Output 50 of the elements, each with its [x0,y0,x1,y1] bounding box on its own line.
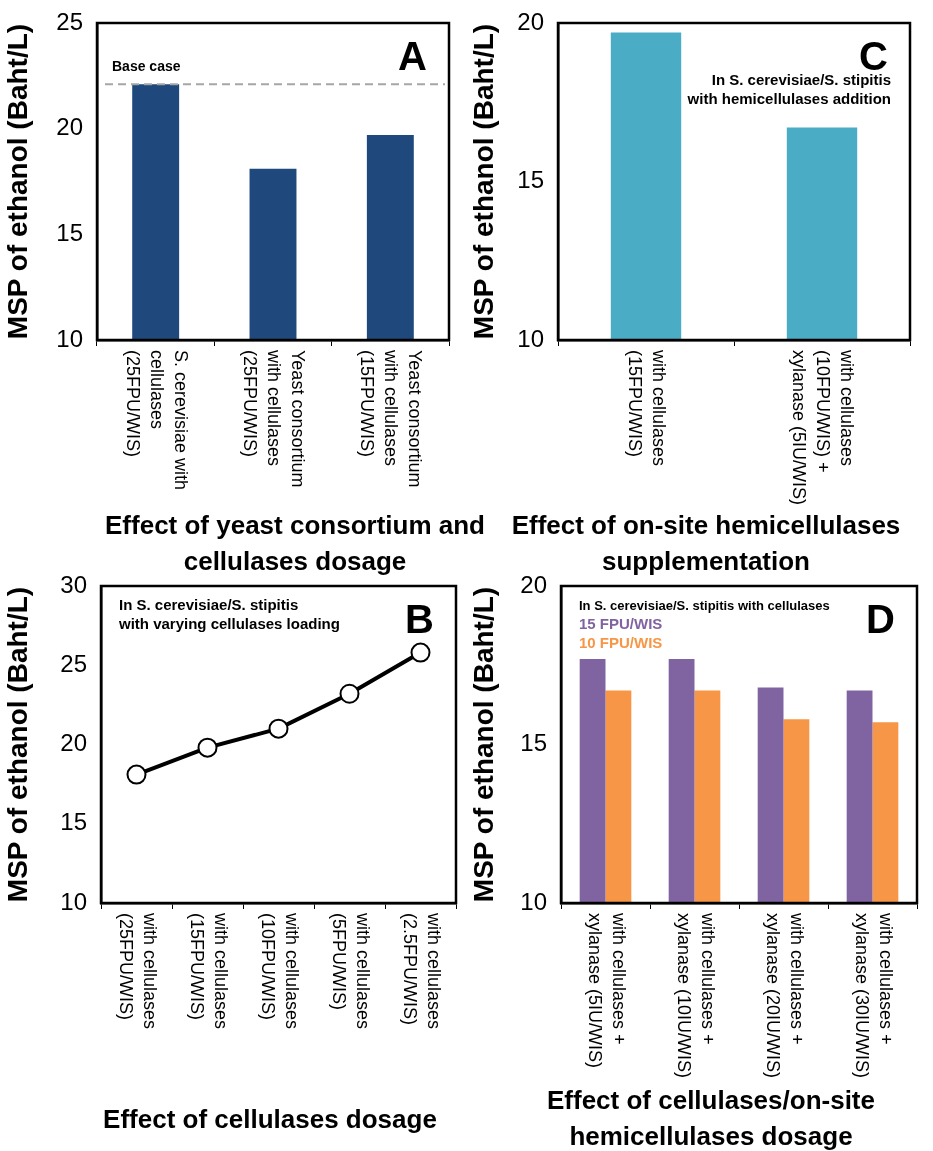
point [197,737,218,758]
y-axis-title: MSP of ethanol (Baht/L) [1,586,33,903]
y-tick-label: 15 [520,729,547,757]
y-tick-label: 30 [60,570,87,598]
y-tick-label: 25 [56,7,83,35]
y-axis-title: MSP of ethanol (Baht/L) [467,586,499,903]
y-tick-label: 10 [56,324,83,352]
y-tick-label: 10 [517,324,544,352]
annotation: B [405,597,434,642]
y-tick-label: 10 [60,887,87,915]
y-tick-label: 20 [517,7,544,35]
annotation: D [866,597,895,642]
point [410,642,431,663]
y-tick-label: 25 [60,649,87,677]
x-tick-label: with cellulases (10FPU/WIS) + xylanase (5IU/WIS) [789,349,858,506]
x-tick-label: with cellulases (2.5FPU/WIS) [399,912,444,1030]
x-tick-label: with cellulases + xylanase (10IU/WIS) [673,912,718,1079]
x-tick-label: with cellulases (5FPU/WIS) [328,912,373,1030]
annotation: with hemicellulases addition [686,90,891,108]
y-tick-label: 15 [60,808,87,836]
x-tick-label: with cellulases + xylanase (30IU/WIS) [851,912,896,1079]
y-tick-label: 20 [56,113,83,141]
point [268,718,289,739]
x-tick-label: with cellulases (25FPU/WIS) [115,912,160,1030]
text: 10 FPU/WIS [579,634,663,652]
annotation: with varying cellulases loading [118,615,340,633]
point [126,764,147,785]
x-tick-label: with cellulases (15FPU/WIS) [186,912,231,1030]
annotation: In S. cerevisiae/S. stipitis [119,596,299,614]
x-tick-label: Yeast consortium with cellulases (15FPU/WIS) [357,349,426,488]
x-axis-title: Effect of yeast consortium and cellulases dosage [105,510,485,576]
x-tick-label: Yeast consortium with cellulases (25FPU/WIS) [240,349,309,488]
point [339,683,360,704]
annotation: In S. cerevisiae/S. stipitis with cellulases [579,597,830,613]
y-tick-label: 10 [520,887,547,915]
x-tick-label: with cellulases (15FPU/WIS) [625,349,670,467]
x-axis-title: Effect of cellulases dosage [102,1103,438,1136]
series-label: 15 FPU/WIS [579,615,663,633]
annotation: A [398,34,427,79]
x-tick-label: with cellulases (10FPU/WIS) [257,912,302,1030]
x-axis-title: Effect of cellulases/on-site hemicellulases dosage [546,1084,876,1151]
y-tick-label: 20 [60,729,87,757]
x-tick-label: with cellulases + xylanase (5IU/WIS) [584,912,629,1069]
x-tick-label: with cellulases + xylanase (20IU/WIS) [762,912,807,1079]
x-tick-label: S. cerevisiae with cellulases (25FPU/WIS) [122,350,191,491]
y-axis-title: MSP of ethanol (Baht/L) [467,23,499,340]
y-tick-label: 15 [56,218,83,246]
y-axis-title: MSP of ethanol (Baht/L) [1,23,33,340]
y-tick-label: 15 [517,166,544,194]
ref-line-label: Base case [112,58,181,75]
